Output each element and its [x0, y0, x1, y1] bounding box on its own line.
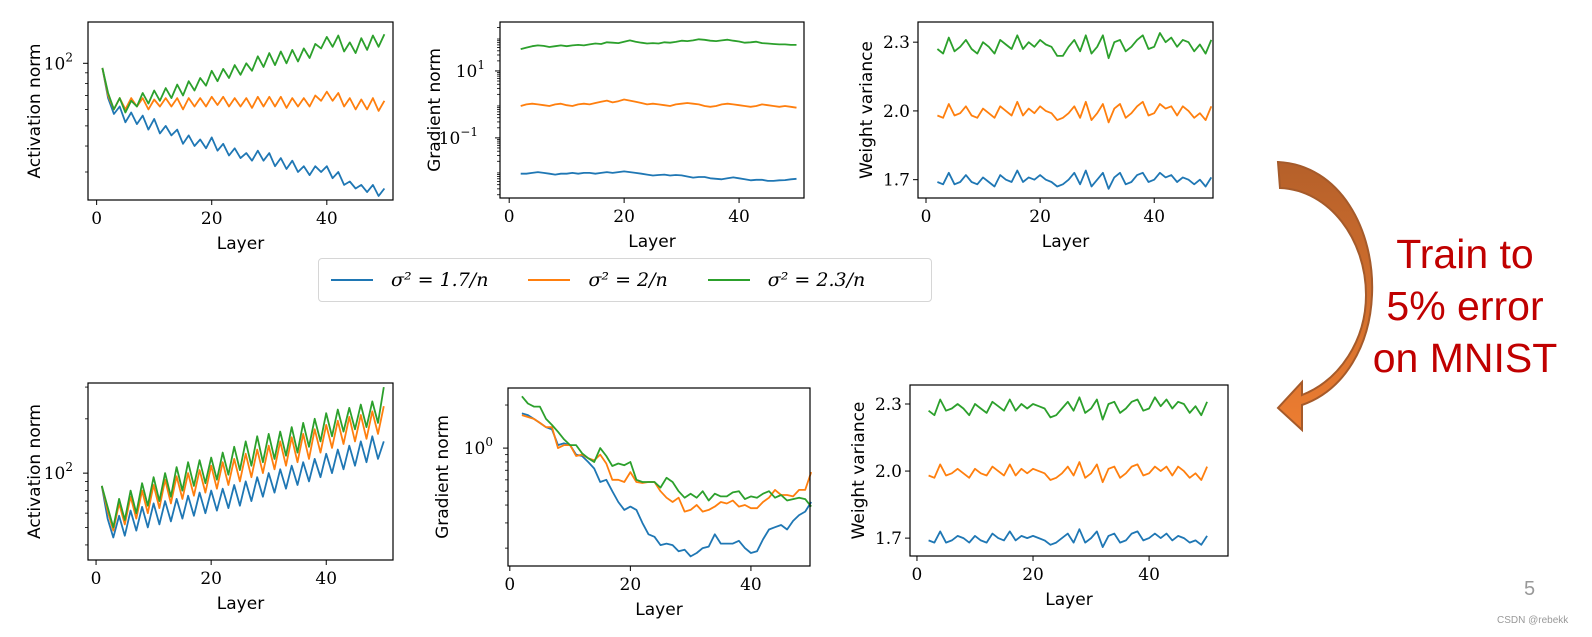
tick-exponent: −1: [460, 125, 478, 139]
tick-exponent: 2: [65, 460, 73, 474]
tick-base: 10: [44, 54, 66, 74]
chart-top-left: 0 20 40 102 Layer Activation norm: [25, 21, 394, 254]
series-line-1: [520, 98, 797, 109]
x-tick-label: 20: [1029, 207, 1051, 227]
legend-label: σ² = 2.3/n: [767, 269, 866, 291]
legend-line-orange: [528, 279, 571, 281]
tick-exponent: 2: [65, 50, 73, 64]
x-tick-label: 20: [620, 575, 642, 595]
series-line-0: [928, 528, 1208, 548]
y-tick-label: 1.7: [883, 171, 910, 191]
x-tick-label: 40: [315, 569, 337, 589]
series-line-1: [101, 67, 386, 112]
y-axis-label: Gradient norm: [425, 48, 445, 172]
y-tick-label: 102: [44, 50, 73, 74]
annotation-text: Train to 5% error on MNIST: [1360, 228, 1570, 384]
series-line-2: [521, 395, 812, 508]
tick-exponent: 0: [485, 435, 493, 449]
legend-item-2: σ² = 2/n: [528, 269, 668, 291]
x-tick-label: 20: [613, 207, 635, 227]
y-tick-label: 1.7: [875, 529, 902, 549]
x-tick-label: 20: [1022, 565, 1044, 585]
legend: σ² = 1.7/n σ² = 2/n σ² = 2.3/n: [318, 258, 932, 302]
y-tick-label: 101: [456, 58, 485, 82]
series-line-2: [936, 32, 1213, 60]
x-axis-label: Layer: [635, 600, 682, 620]
x-tick-label: 40: [1138, 565, 1160, 585]
annotation-line: on MNIST: [1372, 335, 1558, 381]
chart-bottom-left: 0 20 40 102 Layer Activation norm: [25, 382, 394, 614]
curved-arrow-icon: [1276, 160, 1374, 433]
series-line-1: [521, 414, 813, 513]
series-line-0: [101, 67, 386, 197]
chart-bottom-right: 0 20 40 2.3 2.0 1.7 Layer Weight variance: [849, 384, 1229, 610]
axes-frame: [507, 387, 811, 567]
x-tick-label: 40: [740, 575, 762, 595]
watermark: CSDN @rebekk: [1497, 615, 1569, 626]
x-tick-label: 0: [921, 207, 932, 227]
x-axis-label: Layer: [1045, 590, 1092, 610]
tick-base: 10: [439, 129, 461, 149]
annotation-line: Train to: [1396, 231, 1534, 277]
axes-frame: [917, 21, 1214, 199]
axes-frame: [87, 382, 394, 561]
series-line-0: [937, 169, 1213, 190]
x-tick-label: 20: [201, 209, 223, 229]
series-line-0: [100, 435, 385, 539]
y-tick-label: 2.0: [875, 462, 902, 482]
tick-base: 10: [464, 439, 486, 459]
x-tick-label: 40: [1143, 207, 1165, 227]
x-tick-label: 40: [728, 207, 750, 227]
axes-frame: [909, 384, 1229, 557]
x-axis-label: Layer: [1042, 232, 1089, 252]
y-axis-label: Activation norm: [25, 404, 45, 539]
y-tick-label: 2.3: [883, 33, 910, 53]
x-axis-label: Layer: [217, 234, 264, 254]
y-axis-label: Activation norm: [25, 44, 45, 179]
series-line-1: [928, 461, 1208, 484]
annotation-line: 5% error: [1386, 283, 1544, 329]
chart-top-right: 0 20 40 2.3 2.0 1.7 Layer Weight variance: [857, 21, 1214, 252]
x-tick-label: 0: [91, 569, 102, 589]
tick-base: 10: [456, 62, 478, 82]
tick-exponent: 1: [477, 58, 485, 72]
series-line-2: [928, 396, 1208, 421]
legend-line-green: [707, 279, 750, 281]
series-line-2: [101, 33, 386, 114]
legend-item-1.7: σ² = 1.7/n: [331, 269, 488, 291]
page-number: 5: [1524, 578, 1536, 600]
x-tick-label: 0: [91, 209, 102, 229]
axes-frame: [499, 21, 805, 199]
legend-label: σ² = 2/n: [588, 269, 668, 291]
y-axis-label: Gradient norm: [433, 415, 453, 539]
y-tick-label: 10−1: [439, 125, 478, 149]
series-line-0: [520, 170, 797, 182]
x-axis-label: Layer: [628, 232, 675, 252]
x-tick-label: 0: [912, 565, 923, 585]
series-line-2: [520, 38, 797, 50]
y-tick-label: 102: [44, 460, 73, 484]
legend-label: σ² = 1.7/n: [391, 269, 489, 291]
y-tick-label: 2.3: [875, 395, 902, 415]
y-tick-label: 2.0: [883, 102, 910, 122]
tick-base: 10: [44, 464, 66, 484]
series-line-2: [100, 386, 385, 529]
legend-item-2.3: σ² = 2.3/n: [707, 269, 866, 291]
series-line-0: [521, 412, 812, 558]
x-tick-label: 0: [504, 207, 515, 227]
legend-line-blue: [331, 279, 373, 281]
series-line-1: [937, 100, 1213, 124]
y-axis-label: Weight variance: [849, 402, 869, 540]
x-axis-label: Layer: [217, 594, 264, 614]
axes-frame: [87, 21, 394, 201]
x-tick-label: 20: [200, 569, 222, 589]
y-axis-label: Weight variance: [857, 41, 877, 179]
y-tick-label: 100: [464, 435, 493, 459]
series-line-1: [100, 406, 385, 532]
x-tick-label: 40: [316, 209, 338, 229]
x-tick-label: 0: [504, 575, 515, 595]
